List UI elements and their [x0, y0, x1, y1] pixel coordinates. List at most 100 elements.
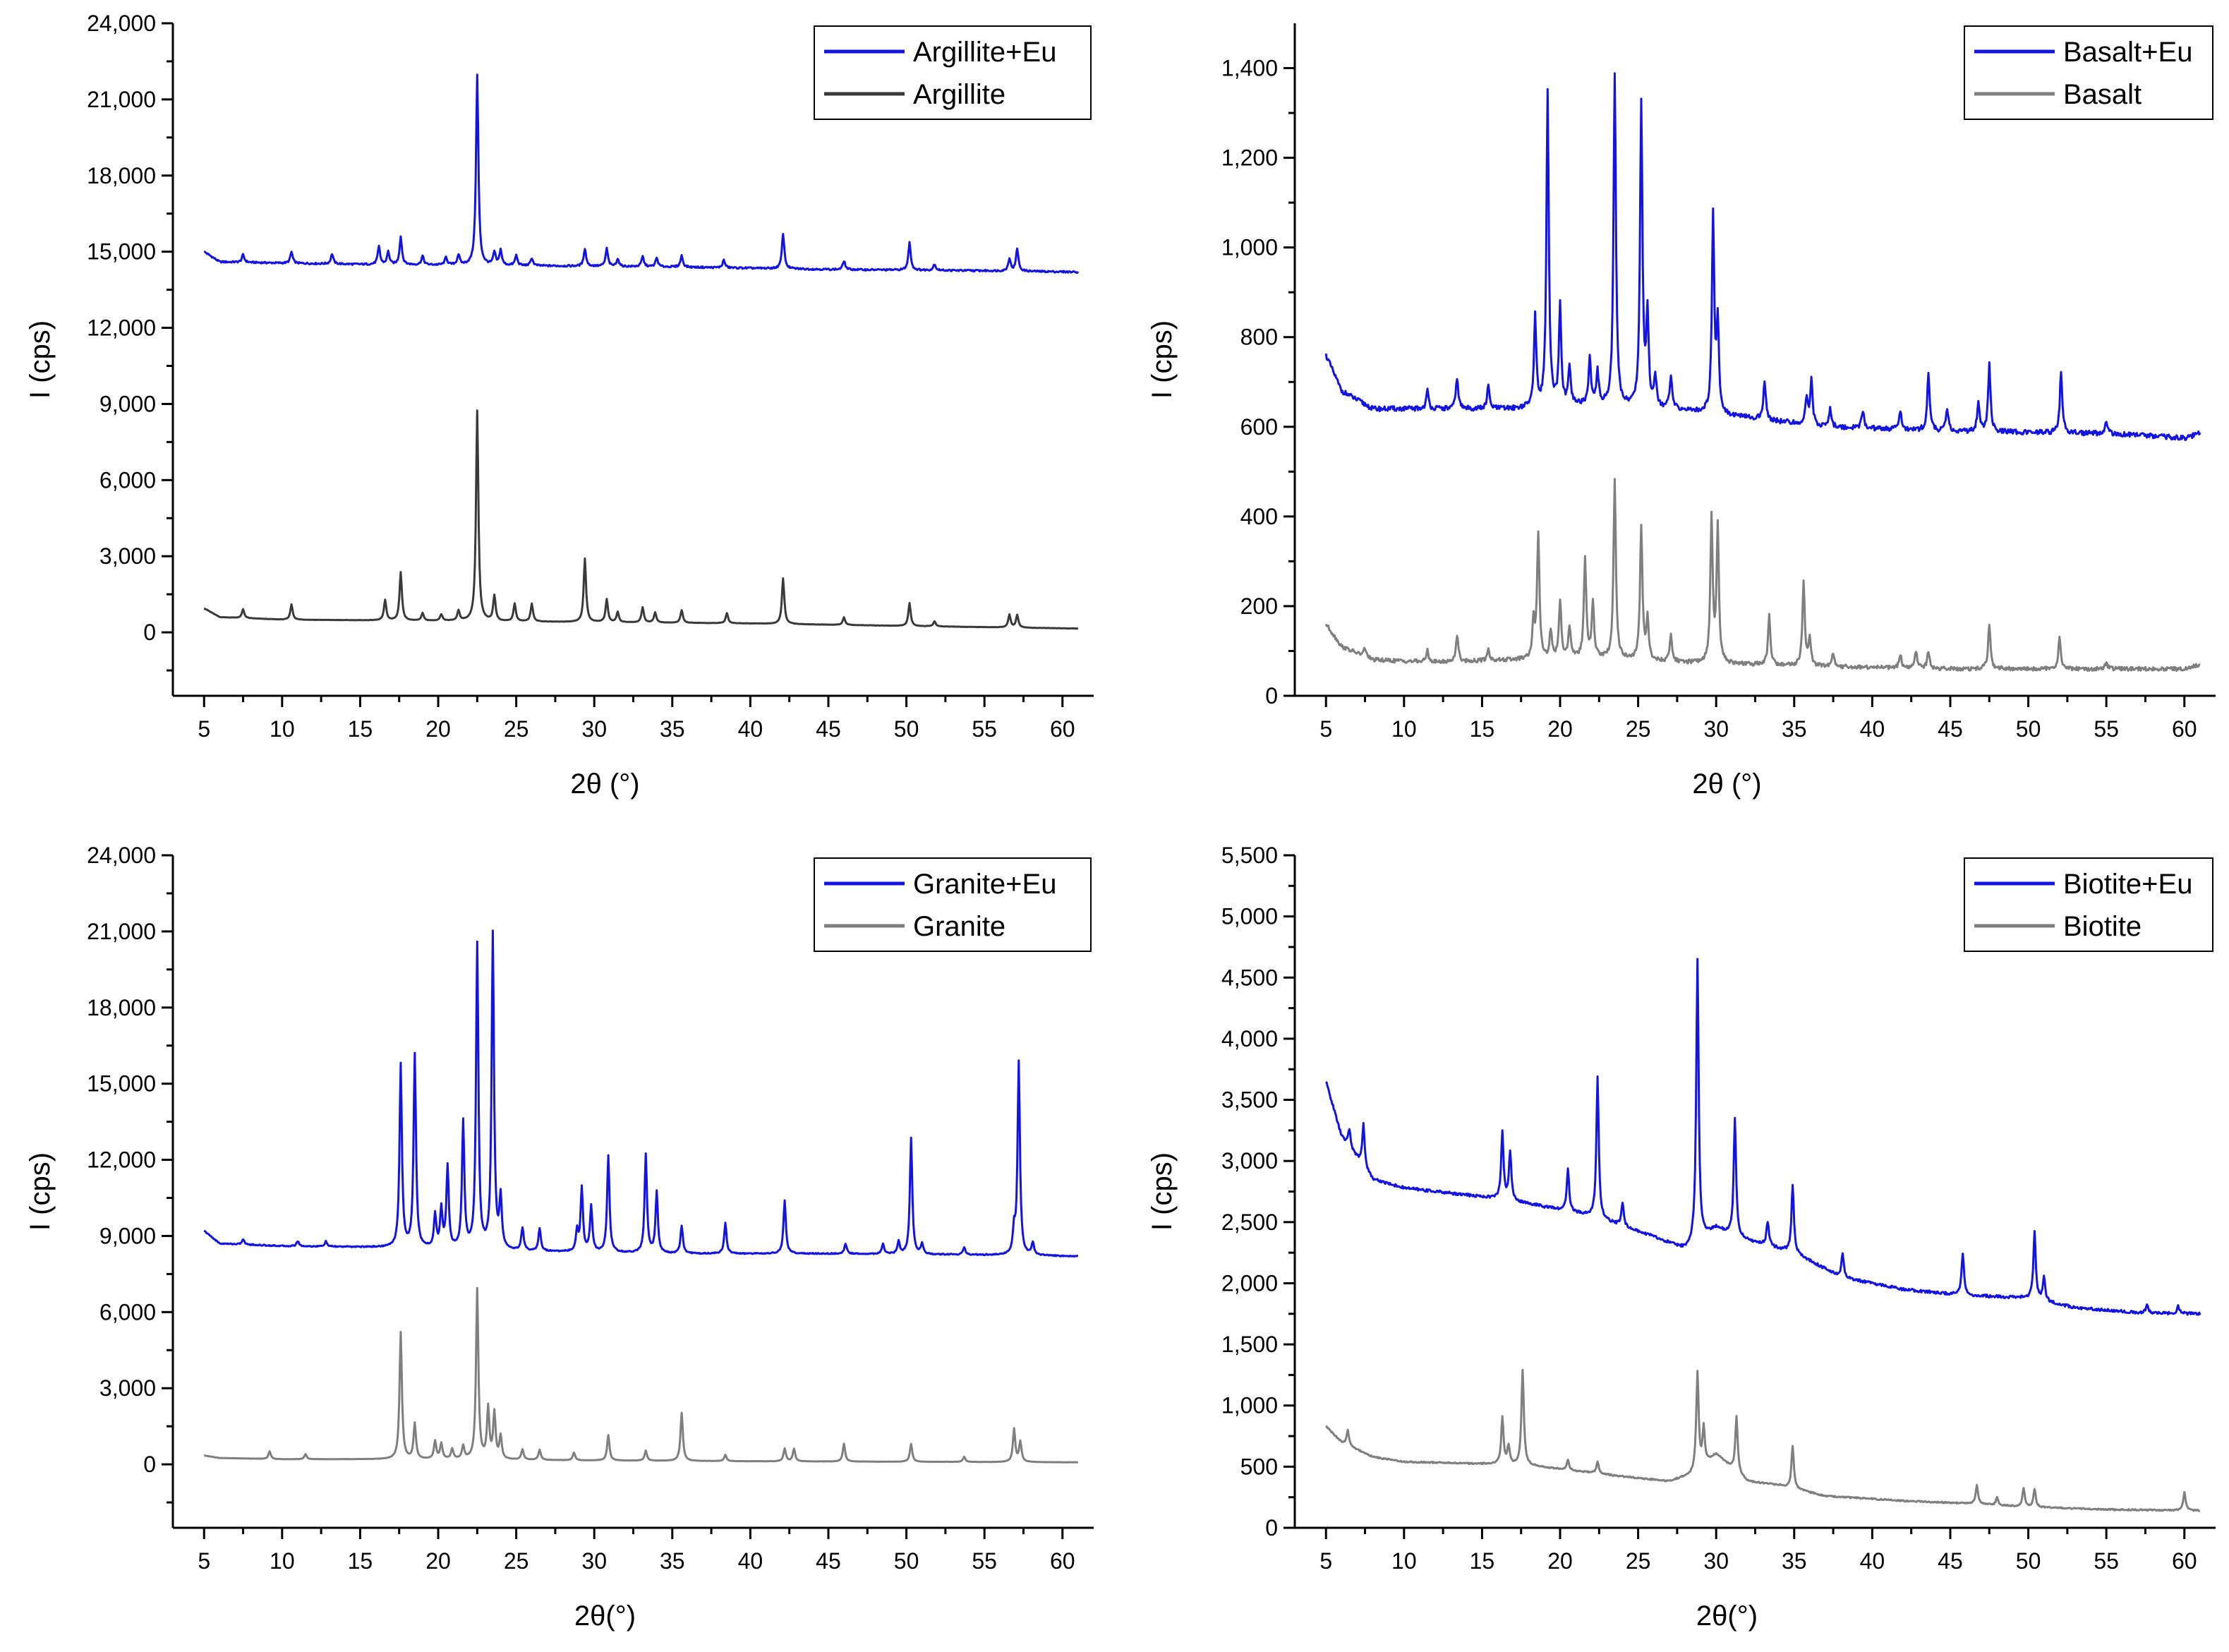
- x-tick-label: 15: [348, 1548, 373, 1574]
- y-tick-label: 1,000: [1221, 235, 1278, 260]
- x-tick-label: 5: [198, 1548, 210, 1574]
- y-tick-label: 4,000: [1221, 1026, 1278, 1051]
- legend: Basalt+Eu Basalt: [1964, 25, 2213, 120]
- y-tick-label: 3,000: [1221, 1148, 1278, 1174]
- x-tick-label: 40: [738, 1548, 763, 1574]
- y-tick-label: 5,500: [1221, 843, 1278, 868]
- x-tick-label: 30: [581, 716, 607, 742]
- x-axis-title: 2θ (°): [570, 768, 639, 800]
- y-tick-label: 3,000: [99, 543, 156, 569]
- legend-label: Granite+Eu: [913, 869, 1056, 900]
- x-tick-label: 60: [1050, 1548, 1075, 1574]
- x-tick-label: 40: [738, 716, 763, 742]
- y-tick-label: 24,000: [87, 11, 156, 36]
- y-axis-title: I (cps): [25, 1152, 56, 1231]
- x-tick-label: 25: [1626, 716, 1651, 742]
- x-tick-label: 25: [504, 1548, 529, 1574]
- x-tick-label: 10: [270, 1548, 295, 1574]
- legend-label: Granite: [913, 911, 1005, 942]
- legend-box: [814, 25, 1092, 120]
- y-tick-label: 600: [1240, 414, 1278, 440]
- x-tick-label: 20: [1547, 1548, 1573, 1574]
- x-tick-label: 40: [1860, 1548, 1885, 1574]
- y-tick-label: 18,000: [87, 995, 156, 1020]
- x-tick-label: 35: [1782, 1548, 1807, 1574]
- y-tick-label: 2,500: [1221, 1210, 1278, 1235]
- y-tick-label: 3,000: [99, 1375, 156, 1401]
- legend: Argillite+Eu Argillite: [814, 25, 1092, 120]
- x-tick-label: 55: [972, 716, 997, 742]
- y-axis-title: I (cps): [1147, 1152, 1178, 1231]
- x-tick-label: 60: [2172, 716, 2197, 742]
- legend-label: Basalt: [2063, 79, 2142, 110]
- series-line-biotite: [1325, 1368, 2201, 1512]
- y-tick-label: 0: [143, 620, 156, 645]
- y-tick-label: 1,200: [1221, 145, 1278, 171]
- series-line-argillite-eu: [203, 73, 1080, 274]
- x-axis-title: 2θ (°): [1692, 768, 1761, 800]
- y-tick-label: 21,000: [87, 87, 156, 112]
- x-tick-label: 25: [1626, 1548, 1651, 1574]
- x-tick-label: 30: [1703, 716, 1729, 742]
- x-tick-label: 20: [425, 716, 451, 742]
- x-tick-label: 20: [425, 1548, 451, 1574]
- x-tick-label: 5: [198, 716, 210, 742]
- y-tick-label: 18,000: [87, 163, 156, 188]
- y-tick-label: 1,000: [1221, 1393, 1278, 1418]
- y-tick-label: 5,000: [1221, 904, 1278, 929]
- x-tick-label: 10: [1391, 716, 1417, 742]
- legend-label: Basalt+Eu: [2063, 37, 2192, 68]
- x-tick-label: 50: [894, 716, 919, 742]
- chart-panel-bottom-left: 5 10 15 20 25 30 35 40 45 50 55 60 0 3,000 6,000 9,000 1…: [25, 843, 1094, 1632]
- y-tick-label: 1,500: [1221, 1332, 1278, 1357]
- x-axis-title: 2θ(°): [574, 1600, 636, 1632]
- chart-panel-top-right: 5 10 15 20 25 30 35 40 45 50 55 6002004006008001,00…: [1147, 23, 2216, 800]
- y-tick-label: 4,500: [1221, 965, 1278, 990]
- series-line-biotite-eu: [1325, 958, 2201, 1316]
- y-tick-label: 6,000: [99, 1299, 156, 1325]
- x-tick-label: 20: [1547, 716, 1573, 742]
- series-line-granite: [203, 1286, 1079, 1464]
- y-tick-label: 6,000: [99, 467, 156, 493]
- x-tick-label: 30: [581, 1548, 607, 1574]
- y-tick-label: 0: [1265, 683, 1278, 709]
- legend: Biotite+Eu Biotite: [1964, 857, 2213, 952]
- y-tick-label: 2,000: [1221, 1270, 1278, 1296]
- x-tick-label: 60: [1050, 716, 1075, 742]
- legend-label: Argillite+Eu: [913, 37, 1056, 68]
- x-tick-label: 45: [816, 1548, 841, 1574]
- y-tick-label: 800: [1240, 325, 1278, 350]
- x-tick-label: 60: [2172, 1548, 2197, 1574]
- x-tick-label: 35: [1782, 716, 1807, 742]
- x-axis-title: 2θ(°): [1696, 1600, 1758, 1632]
- x-tick-label: 55: [2094, 1548, 2119, 1574]
- x-tick-label: 50: [2016, 1548, 2041, 1574]
- series-line-granite-eu: [203, 929, 1079, 1258]
- x-tick-label: 15: [1470, 1548, 1495, 1574]
- y-tick-label: 9,000: [99, 391, 156, 416]
- x-tick-label: 30: [1703, 1548, 1729, 1574]
- y-tick-label: 400: [1240, 504, 1278, 529]
- series-line-basalt-eu: [1324, 72, 2201, 441]
- legend-box: [1964, 25, 2213, 120]
- x-tick-label: 5: [1319, 716, 1332, 742]
- chart-panel-bottom-right: 5 10 15 20 25 30 35 40 45 50 55 60 0 500 1,000 1,500 2,0…: [1147, 843, 2216, 1632]
- legend-label: Biotite+Eu: [2063, 869, 2192, 900]
- y-axis-title: I (cps): [1147, 320, 1178, 399]
- y-tick-label: 9,000: [99, 1223, 156, 1248]
- x-tick-label: 35: [660, 716, 685, 742]
- y-tick-label: 0: [1265, 1515, 1278, 1541]
- y-tick-label: 24,000: [87, 843, 156, 868]
- y-tick-label: 12,000: [87, 1147, 156, 1173]
- legend-label: Biotite: [2063, 911, 2142, 942]
- y-axis-title: I (cps): [25, 320, 56, 399]
- x-tick-label: 50: [2016, 716, 2041, 742]
- legend-box: [814, 857, 1092, 952]
- x-tick-label: 45: [1938, 1548, 1963, 1574]
- y-tick-label: 500: [1240, 1454, 1278, 1479]
- x-tick-label: 10: [270, 716, 295, 742]
- legend-label: Argillite: [913, 79, 1005, 110]
- series-line-argillite: [203, 409, 1079, 630]
- series-line-basalt: [1324, 478, 2201, 673]
- x-tick-label: 55: [972, 1548, 997, 1574]
